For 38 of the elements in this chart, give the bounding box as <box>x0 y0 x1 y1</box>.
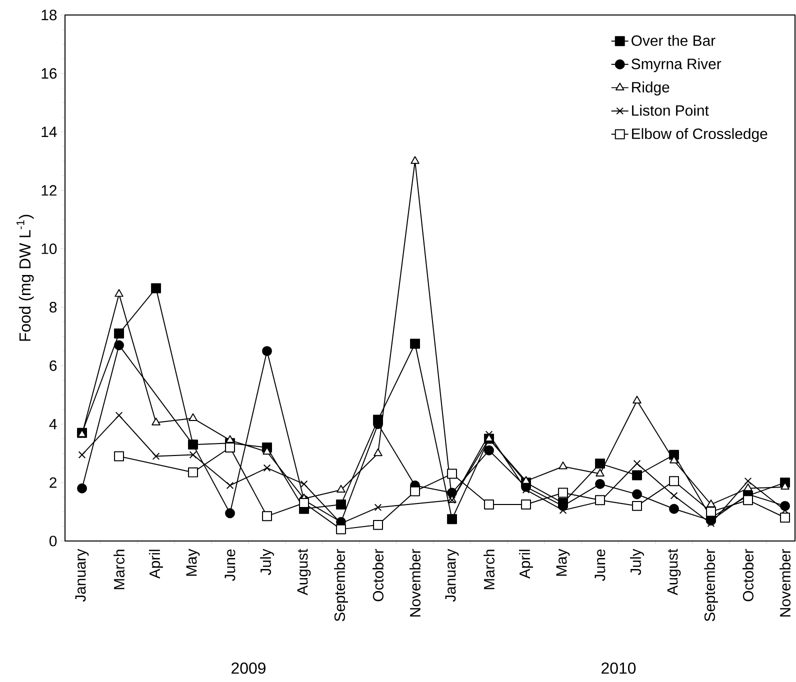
y-tick-label: 2 <box>50 477 56 488</box>
y-tick-label: 6 <box>50 360 57 371</box>
x-tick-label: March <box>484 550 494 590</box>
legend-label: Liston Point <box>632 104 709 116</box>
x-tick-label: August <box>667 548 681 596</box>
x-tick-label: January <box>75 548 89 602</box>
legend-label: Ridge <box>632 82 670 96</box>
legend-label: Elbow of Crossledge <box>632 128 768 142</box>
x-tick-label: April <box>519 550 533 579</box>
y-tick-label: 14 <box>42 126 57 138</box>
x-tick-label: July <box>260 548 274 576</box>
x-tick-label: October <box>372 549 384 602</box>
x-tick-label: August <box>297 548 311 596</box>
x-tick-label: November <box>410 549 420 616</box>
x-tick-label: June <box>594 549 606 581</box>
legend-label: Over the Bar <box>632 34 716 46</box>
legend-label: Smyrna River <box>632 58 722 72</box>
x-tick-label: January <box>445 548 459 602</box>
x-tick-label: September <box>334 549 348 622</box>
y-tick-label: 10 <box>42 243 57 254</box>
y-tick-label: 18 <box>42 10 57 20</box>
text: 2010 <box>602 662 636 674</box>
y-axis-title: Food (mg DW L$^{-1}$) <box>16 214 34 341</box>
y-tick-label: 16 <box>42 68 57 79</box>
text: 2009 <box>232 662 266 674</box>
y-tick-label: 4 <box>49 418 57 430</box>
x-tick-label: March <box>114 550 124 590</box>
x-tick-label: April <box>149 550 163 579</box>
x-tick-label: July <box>630 548 644 576</box>
y-tick-label: 0 <box>49 536 57 546</box>
y-tick-label: 12 <box>42 185 56 196</box>
x-tick-label: May <box>186 548 200 576</box>
x-tick-label: May <box>556 548 570 576</box>
x-tick-label: November <box>780 549 790 616</box>
x-tick-label: October <box>742 549 754 602</box>
x-tick-label: June <box>224 549 236 581</box>
y-tick-label: 8 <box>50 302 57 313</box>
x-tick-label: September <box>704 549 718 622</box>
